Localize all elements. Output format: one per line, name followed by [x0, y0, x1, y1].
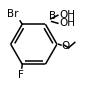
Text: OH: OH [60, 10, 76, 20]
Text: OH: OH [60, 18, 76, 28]
Text: B: B [49, 11, 56, 21]
Text: Br: Br [7, 9, 19, 19]
Text: F: F [18, 70, 24, 80]
Text: O: O [61, 41, 70, 51]
